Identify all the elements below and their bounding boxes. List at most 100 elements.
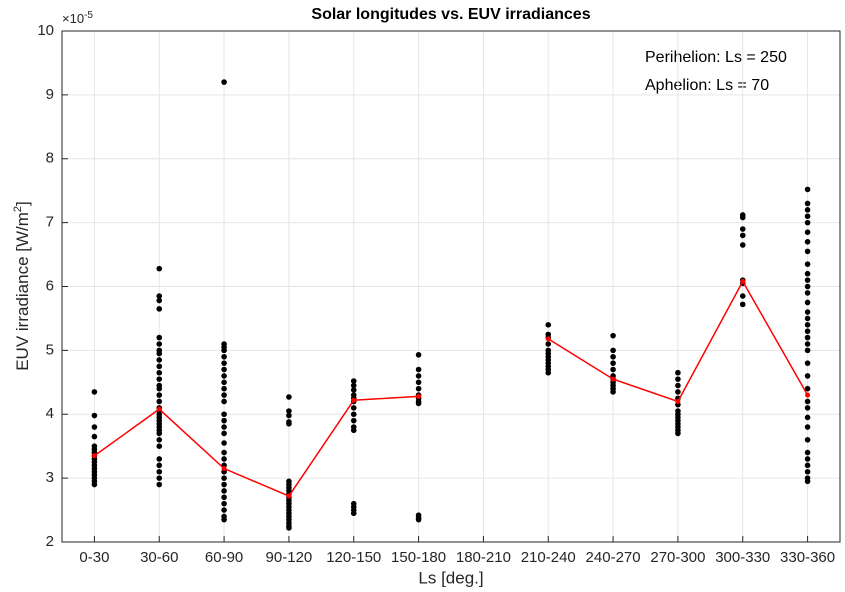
data-point (610, 332, 616, 339)
data-point (286, 421, 292, 427)
data-point (221, 507, 227, 513)
data-point (91, 481, 98, 488)
data-point (156, 475, 163, 481)
mean-point (675, 398, 681, 404)
y-label-sup: 2 (12, 206, 24, 212)
data-point (415, 373, 422, 379)
data-point (221, 360, 227, 366)
data-point (221, 475, 227, 481)
data-point (221, 456, 227, 462)
x-tick-label: 300-330 (715, 549, 770, 566)
y-tick-label: 2 (46, 533, 54, 550)
data-point (156, 357, 163, 363)
data-point (415, 385, 422, 392)
data-point (610, 360, 616, 366)
y-label-text: EUV irradiance [W/m (13, 212, 32, 371)
y-multiplier: ×10-5 (62, 10, 93, 27)
data-point (221, 347, 227, 354)
y-axis-label: EUV irradiance [W/m2] (12, 201, 33, 371)
data-point (610, 347, 616, 354)
data-point (804, 277, 811, 283)
data-point (804, 186, 811, 193)
y-tick-label: 9 (46, 86, 54, 103)
data-point (221, 516, 227, 523)
data-point (156, 462, 163, 469)
data-point (675, 389, 681, 395)
data-point (415, 379, 422, 386)
data-point (804, 360, 811, 366)
data-point (156, 334, 163, 341)
data-point (804, 219, 811, 226)
data-point (286, 412, 292, 419)
data-point (545, 322, 552, 328)
data-point (156, 437, 163, 443)
data-point (804, 290, 811, 296)
data-point (675, 382, 681, 389)
data-point (156, 293, 163, 299)
data-point (156, 350, 163, 357)
data-point (675, 376, 681, 382)
data-point (804, 462, 811, 469)
data-point (91, 424, 98, 430)
data-point (221, 398, 227, 405)
x-tick-label: 270-300 (650, 549, 705, 566)
y-tick-label: 6 (46, 277, 54, 294)
data-point (221, 430, 227, 437)
data-point (415, 516, 422, 523)
y-label-end: ] (13, 201, 32, 206)
data-point (804, 398, 811, 405)
data-point (610, 353, 616, 360)
data-point (415, 400, 422, 407)
data-point (156, 341, 163, 347)
data-point (415, 366, 422, 373)
data-point (804, 200, 811, 207)
data-point (804, 229, 811, 236)
data-point (221, 411, 227, 418)
data-point (221, 481, 227, 488)
data-point (739, 242, 746, 248)
data-point (675, 430, 681, 437)
x-tick-label: 0-30 (79, 549, 109, 566)
data-point (804, 334, 811, 341)
data-point (221, 366, 227, 373)
mean-point (610, 376, 616, 382)
data-point (804, 341, 811, 347)
data-point (804, 347, 811, 354)
data-point (221, 353, 227, 360)
mean-point (91, 453, 97, 459)
data-point (804, 456, 811, 462)
data-point (350, 411, 357, 418)
annotation: Aphelion: Ls = 70 (645, 77, 769, 94)
data-point (156, 306, 163, 312)
data-point (804, 283, 811, 290)
data-point (286, 408, 292, 414)
data-point (804, 405, 811, 411)
mean-point (416, 393, 422, 399)
data-point (156, 430, 163, 437)
data-point (804, 437, 811, 443)
data-point (156, 443, 163, 449)
data-point (286, 525, 292, 531)
data-point (156, 392, 163, 398)
data-point (804, 261, 811, 267)
data-point (221, 449, 227, 456)
data-point (804, 424, 811, 430)
data-point (156, 398, 163, 405)
data-point (221, 500, 227, 507)
data-point (221, 385, 227, 392)
data-point (350, 405, 357, 411)
data-point (156, 385, 163, 392)
multiplier-exponent: -5 (84, 10, 93, 21)
data-point (156, 376, 163, 382)
data-point (610, 389, 616, 395)
data-point (350, 382, 357, 389)
mean-point (545, 336, 551, 342)
mean-line (93, 395, 419, 497)
mean-point (740, 278, 746, 284)
data-point (350, 427, 357, 434)
data-point (675, 369, 681, 376)
data-point (156, 456, 163, 462)
mean-point (221, 466, 227, 472)
